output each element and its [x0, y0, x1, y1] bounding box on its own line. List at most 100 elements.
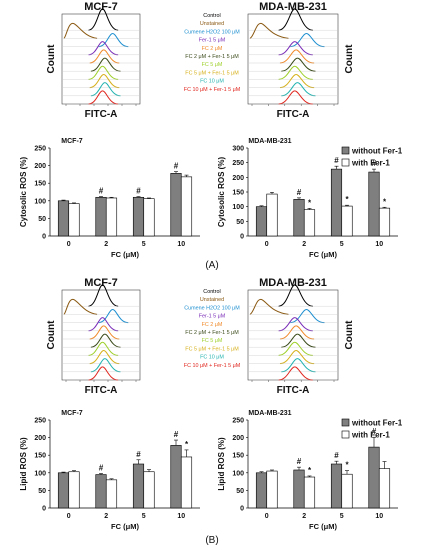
y-tick-label: 50	[236, 488, 244, 495]
significance-mark: #	[297, 188, 302, 197]
bar	[57, 472, 70, 509]
histogram-curve	[281, 57, 316, 72]
x-tick-label: 2	[104, 513, 108, 520]
bar	[266, 470, 278, 509]
histogram-curve	[279, 49, 315, 64]
y-tick-label: 50	[236, 219, 244, 226]
x-axis-label: FC (μM)	[111, 522, 139, 531]
histogram-curve	[89, 73, 120, 89]
flow-y-label: Count	[46, 320, 57, 350]
histogram-curve	[279, 325, 315, 340]
histogram-curve	[290, 308, 325, 324]
significance-mark: #	[334, 451, 339, 460]
histogram-curve	[278, 341, 313, 356]
significance-mark: #	[297, 457, 302, 466]
histogram-curve	[89, 325, 120, 340]
significance-mark: *	[345, 461, 349, 470]
y-tick-label: 250	[232, 418, 244, 425]
y-tick-label: 50	[38, 488, 46, 495]
y-tick-label: 50	[38, 216, 46, 223]
y-tick-label: 0	[42, 506, 46, 513]
significance-mark: #	[334, 156, 339, 165]
y-tick-label: 0	[42, 234, 46, 241]
bar	[68, 203, 80, 237]
y-tick-label: 100	[232, 204, 244, 211]
histogram-curve	[278, 366, 313, 381]
legend-swatch-without	[341, 146, 350, 155]
y-tick-label: 250	[34, 418, 46, 425]
y-axis-label: Cytosolic ROS (%)	[217, 157, 226, 228]
histogram-curve	[279, 349, 315, 365]
histogram-curve	[249, 298, 289, 315]
bar	[143, 471, 155, 509]
x-tick-label: 2	[104, 241, 108, 248]
legend-label-with: with Fer-1	[351, 159, 390, 168]
histogram-curve	[63, 298, 98, 315]
panel-label-a: (A)	[205, 260, 218, 271]
legend-swatch-with	[341, 158, 350, 167]
significance-mark: *	[383, 197, 387, 206]
x-axis-label: FC (μM)	[309, 522, 337, 531]
flow-legend-entry: Fer-1 5 μM	[199, 314, 226, 320]
y-tick-label: 200	[34, 163, 46, 170]
significance-mark: #	[99, 464, 104, 473]
flow-y-label: Count	[344, 320, 355, 350]
bar	[95, 196, 107, 237]
bar	[170, 173, 182, 237]
x-tick-label: 10	[375, 513, 383, 520]
x-tick-label: 0	[265, 241, 269, 248]
y-tick-label: 0	[240, 234, 244, 241]
x-tick-label: 10	[177, 241, 185, 248]
flow-y-label: Count	[46, 44, 57, 74]
x-tick-label: 0	[67, 241, 71, 248]
bar	[293, 199, 305, 237]
cell-line-title: MDA-MB-231	[259, 277, 327, 289]
chart-title: MCF-7	[61, 410, 82, 417]
bar	[378, 207, 391, 237]
histogram-curve	[90, 333, 121, 348]
flow-legend-entry: Fer-1 5 μM	[199, 38, 226, 44]
flow-y-label: Count	[344, 44, 355, 74]
y-tick-label: 100	[34, 470, 46, 477]
significance-mark: #	[372, 427, 377, 436]
histogram-curve	[88, 366, 119, 381]
y-tick-label: 0	[240, 506, 244, 513]
y-tick-label: 150	[232, 190, 244, 197]
histogram-curve	[90, 358, 121, 373]
histogram-curve	[98, 32, 129, 48]
bar	[341, 205, 353, 237]
y-tick-label: 150	[34, 181, 46, 188]
flow-legend-entry: FC 5 μM	[202, 338, 223, 344]
chart-title: MDA-MB-231	[248, 410, 291, 417]
bar	[180, 456, 193, 509]
cell-line-title: MDA-MB-231	[259, 1, 327, 13]
y-tick-label: 250	[34, 146, 46, 153]
bar	[330, 168, 343, 237]
y-tick-label: 100	[232, 470, 244, 477]
significance-mark: #	[174, 430, 179, 439]
y-tick-label: 150	[34, 453, 46, 460]
significance-mark: #	[99, 187, 104, 196]
bar	[255, 472, 268, 509]
legend-label-without: without Fer-1	[351, 419, 403, 428]
histogram-curve	[278, 90, 313, 105]
chart-title: MDA-MB-231	[248, 138, 291, 145]
cell-line-title: MCF-7	[84, 1, 118, 13]
x-axis-label: FC (μM)	[111, 250, 139, 259]
histogram-curve	[88, 65, 119, 80]
histogram-curve	[281, 358, 316, 373]
bar-chart: 0 50 100 150 200 250 MCF-7 0 2 5 10 # # # * Lipid ROS (…	[19, 410, 200, 531]
histogram-frame	[247, 13, 339, 105]
histogram-curve	[88, 317, 119, 332]
significance-mark: #	[372, 159, 377, 168]
histogram-curve	[63, 22, 98, 39]
x-tick-label: 5	[142, 241, 146, 248]
bar	[330, 463, 343, 509]
histogram-curve	[98, 308, 129, 324]
flow-legend-entry: FC 2 μM	[202, 46, 223, 52]
y-tick-label: 200	[34, 435, 46, 442]
histogram-curve	[90, 82, 121, 97]
histogram-curve	[290, 32, 325, 48]
flow-x-label: FITC-A	[277, 109, 310, 120]
